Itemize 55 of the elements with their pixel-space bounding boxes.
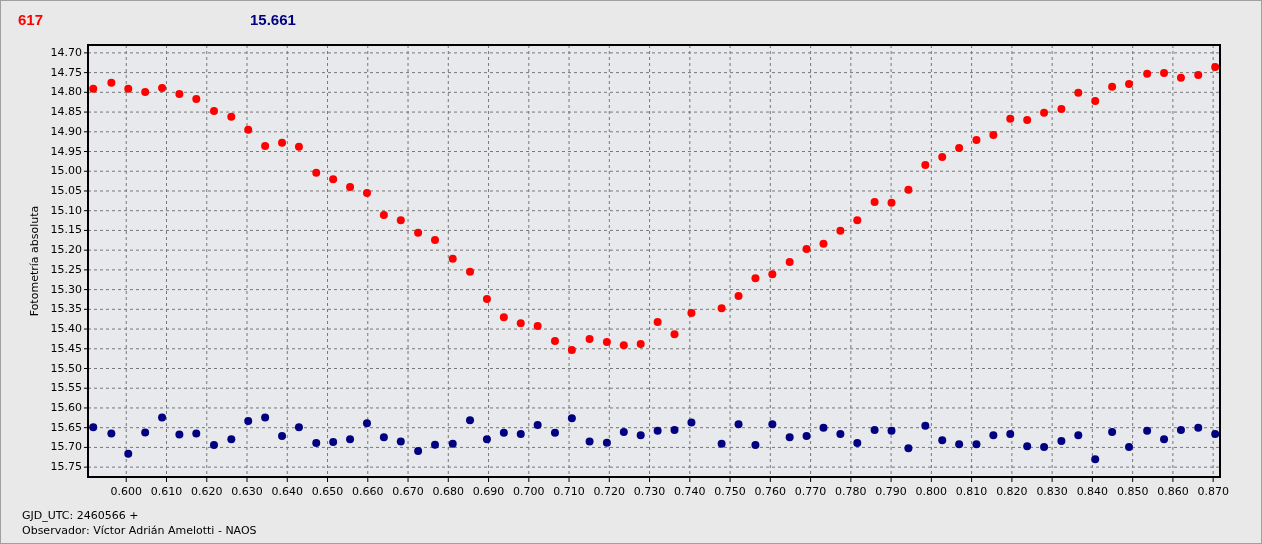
- x-tick-label: 0.690: [472, 485, 505, 498]
- x-tick-label: 0.790: [875, 485, 907, 498]
- text: 617: [18, 11, 44, 28]
- y-tick-label: 15.40: [50, 322, 82, 336]
- x-tick-label: 0.630: [231, 485, 263, 498]
- y-tick-label: 14.80: [50, 85, 82, 99]
- x-tick-label: 0.640: [271, 485, 304, 498]
- x-tick-label: 0.720: [593, 485, 626, 498]
- x-tick-label: 0.730: [633, 485, 666, 498]
- x-tick-label: 0.770: [794, 485, 827, 498]
- x-tick-label: 0.780: [835, 485, 867, 498]
- y-tick-label: 15.15: [50, 223, 82, 237]
- y-tick-label: 15.05: [50, 183, 82, 197]
- x-tick-label: 0.670: [392, 485, 424, 498]
- y-tick-label: 14.90: [50, 124, 82, 138]
- x-tick-label: 0.750: [714, 485, 746, 498]
- y-tick-label: 15.75: [50, 460, 82, 474]
- x-tick-label: 0.650: [311, 485, 344, 498]
- x-tick-label: 0.610: [150, 485, 183, 498]
- x-tick-label: 0.700: [513, 485, 545, 498]
- x-tick-label: 0.680: [432, 485, 465, 498]
- y-tick-label: 14.70: [50, 45, 82, 59]
- x-tick-label: 0.840: [1076, 485, 1109, 498]
- y-tick-label: 15.50: [50, 361, 82, 375]
- y-tick-label: 15.30: [50, 282, 82, 296]
- x-tick-label: 0.740: [674, 485, 706, 498]
- y-axis-title: Fotometría absoluta: [28, 205, 41, 317]
- x-tick-label: 0.830: [1036, 485, 1068, 498]
- x-tick-label: 0.800: [915, 485, 948, 498]
- y-tick-label: 15.55: [50, 381, 82, 395]
- y-tick-label: 15.70: [50, 440, 82, 454]
- y-tick-label: 15.65: [50, 420, 82, 434]
- y-tick-label: 14.95: [50, 144, 82, 158]
- y-tick-label: 15.60: [50, 400, 82, 414]
- y-tick-label: 15.00: [50, 164, 82, 178]
- y-tick-label: 15.20: [50, 243, 82, 257]
- y-tick-label: 14.85: [50, 105, 82, 119]
- x-tick-label: 0.810: [955, 485, 988, 498]
- x-tick-label: 0.600: [110, 485, 142, 498]
- text: 15.661: [250, 11, 296, 28]
- text: Observador: Víctor Adrián Amelotti - NAOS: [22, 524, 257, 537]
- x-tick-label: 0.870: [1197, 485, 1229, 498]
- text: GJD_UTC: 2460566 +: [22, 509, 139, 522]
- x-tick-label: 0.660: [352, 485, 384, 498]
- x-tick-label: 0.710: [553, 485, 585, 498]
- x-tick-label: 0.860: [1157, 485, 1189, 498]
- x-tick-label: 0.820: [996, 485, 1028, 498]
- x-tick-label: 0.850: [1116, 485, 1149, 498]
- y-tick-label: 15.45: [50, 341, 82, 355]
- y-tick-label: 14.75: [50, 65, 82, 79]
- y-tick-label: 15.25: [50, 262, 82, 276]
- x-tick-label: 0.620: [191, 485, 223, 498]
- x-tick-label: 0.760: [754, 485, 787, 498]
- y-tick-label: 15.10: [50, 203, 82, 217]
- y-tick-label: 15.35: [50, 302, 82, 316]
